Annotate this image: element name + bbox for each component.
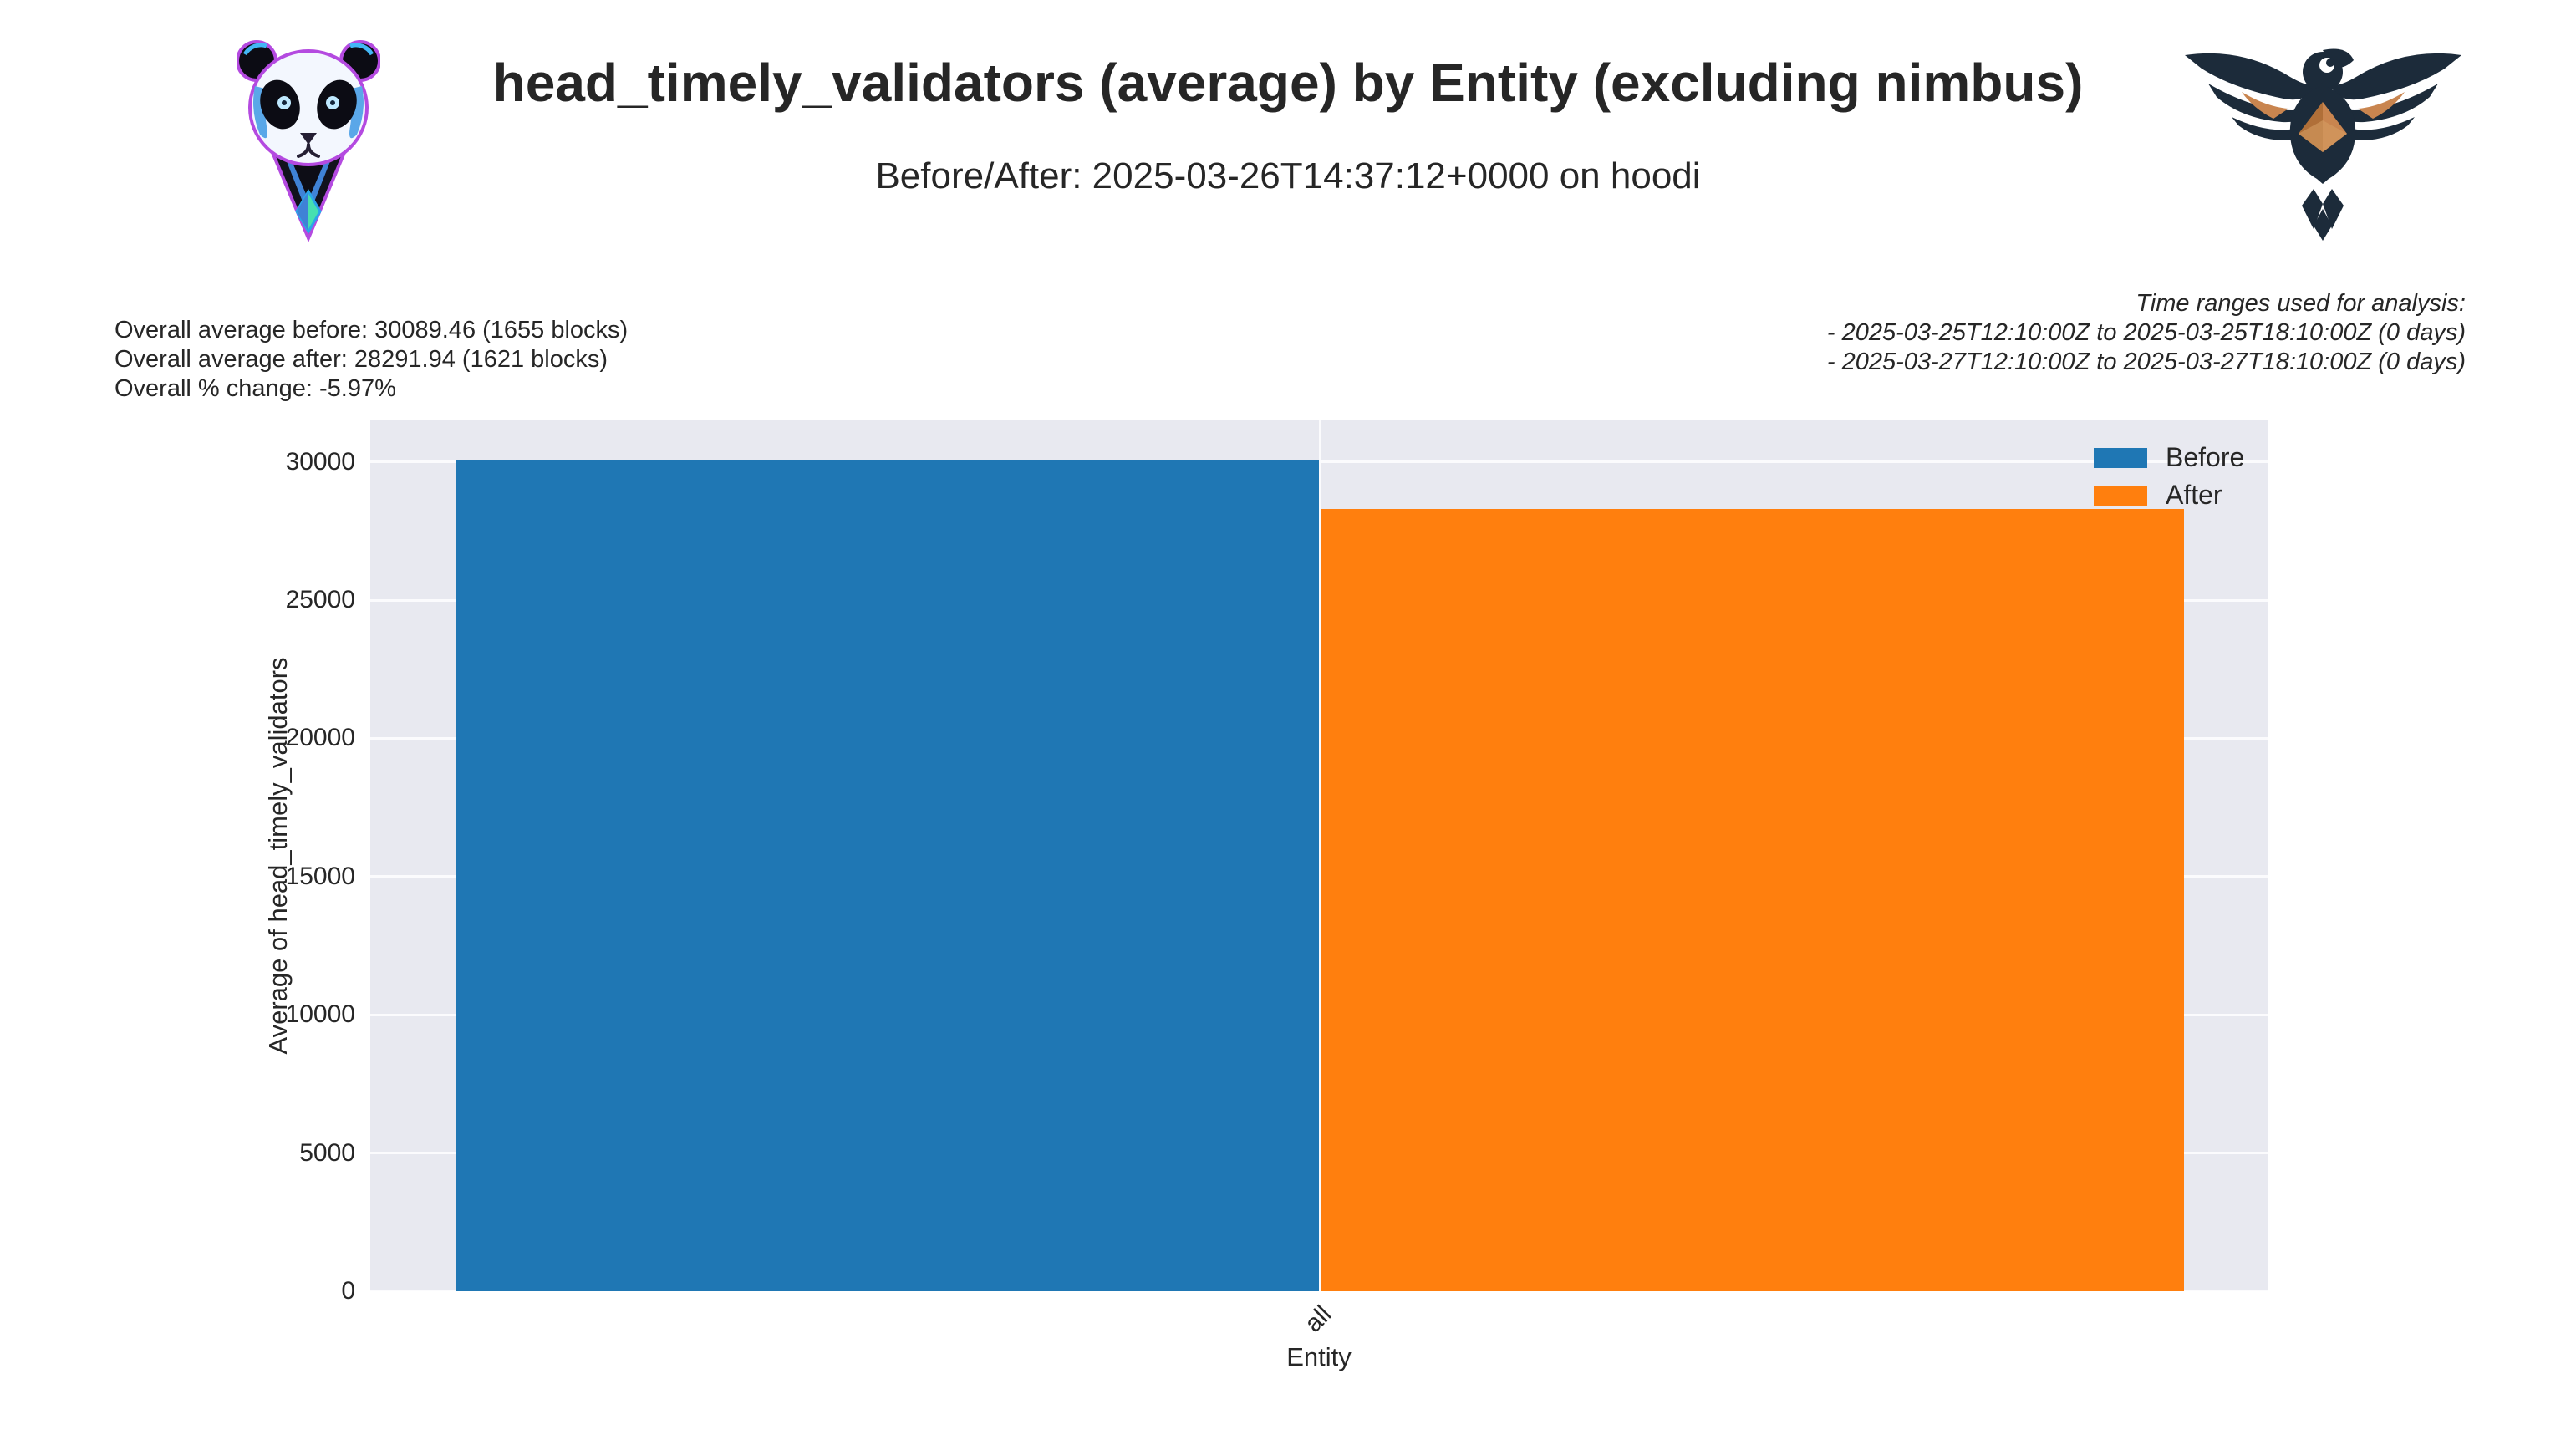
time-ranges: Time ranges used for analysis: - 2025-03…	[1827, 289, 2466, 377]
summary-stats: Overall average before: 30089.46 (1655 b…	[115, 316, 628, 404]
eagle-logo-icon	[2185, 48, 2461, 241]
x-tick-label-all: all	[1299, 1300, 1337, 1338]
gridline	[1318, 420, 1321, 1291]
legend-item-before: Before	[2094, 439, 2244, 476]
x-axis-label: Entity	[1286, 1342, 1352, 1371]
y-tick-label: 25000	[285, 586, 355, 614]
y-tick-label: 10000	[285, 1000, 355, 1029]
legend-swatch-after-icon	[2094, 485, 2147, 506]
summary-before-line: Overall average before: 30089.46 (1655 b…	[115, 317, 629, 343]
time-range-2: - 2025-03-27T12:10:00Z to 2025-03-27T18:…	[1826, 349, 2466, 375]
y-tick-label: 20000	[285, 724, 355, 752]
legend-label-after: After	[2166, 480, 2222, 510]
legend-item-after: After	[2094, 476, 2244, 514]
bar-after	[1321, 509, 2184, 1291]
chart-subtitle: Before/After: 2025-03-26T14:37:12+0000 o…	[875, 155, 1701, 196]
summary-after-line: Overall average after: 28291.94 (1621 bl…	[115, 346, 608, 373]
time-range-1: - 2025-03-25T12:10:00Z to 2025-03-25T18:…	[1826, 319, 2466, 346]
legend: Before After	[2094, 439, 2244, 514]
y-tick-label: 30000	[285, 447, 355, 476]
plot-area: Before After	[370, 420, 2268, 1291]
y-tick-label: 5000	[299, 1138, 355, 1167]
summary-pct-change-line: Overall % change: -5.97%	[115, 375, 396, 402]
y-tick-label: 0	[341, 1277, 355, 1305]
y-axis-label: Average of head_timely_validators	[263, 657, 293, 1055]
panda-logo-icon	[237, 40, 380, 243]
chart-title: head_timely_validators (average) by Enti…	[492, 53, 2084, 113]
time-ranges-heading: Time ranges used for analysis:	[2136, 290, 2466, 317]
bar-before	[456, 459, 1319, 1291]
y-tick-label: 15000	[285, 862, 355, 890]
legend-swatch-before-icon	[2094, 447, 2147, 468]
legend-label-before: Before	[2166, 442, 2245, 472]
